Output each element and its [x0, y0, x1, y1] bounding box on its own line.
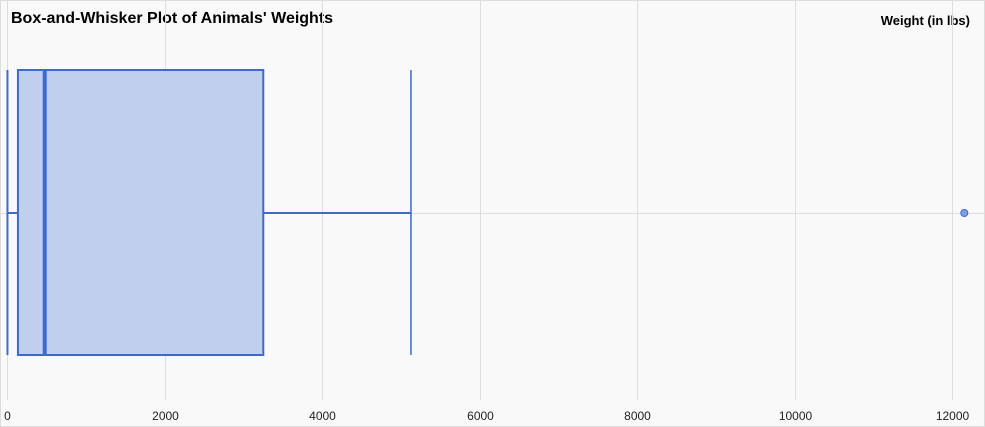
x-tick-label-10000: 10000: [779, 409, 813, 423]
x-tick-label-12000: 12000: [936, 409, 970, 423]
box-iqr: [16, 69, 265, 356]
x-tick-label-2000: 2000: [152, 409, 179, 423]
outlier-point-0: [960, 209, 969, 217]
x-tick-label-8000: 8000: [624, 409, 651, 423]
x-axis-title: Weight (in lbs): [880, 13, 970, 28]
chart-title: Box-and-Whisker Plot of Animals' Weights: [11, 10, 334, 27]
x-tick-label-6000: 6000: [467, 409, 494, 423]
tick-labels: 0 2000 4000 6000 8000 10000 12000: [4, 409, 969, 423]
box-plot-marks: [6, 69, 969, 356]
x-tick-label-0: 0: [4, 409, 11, 423]
x-tick-label-4000: 4000: [309, 409, 336, 423]
